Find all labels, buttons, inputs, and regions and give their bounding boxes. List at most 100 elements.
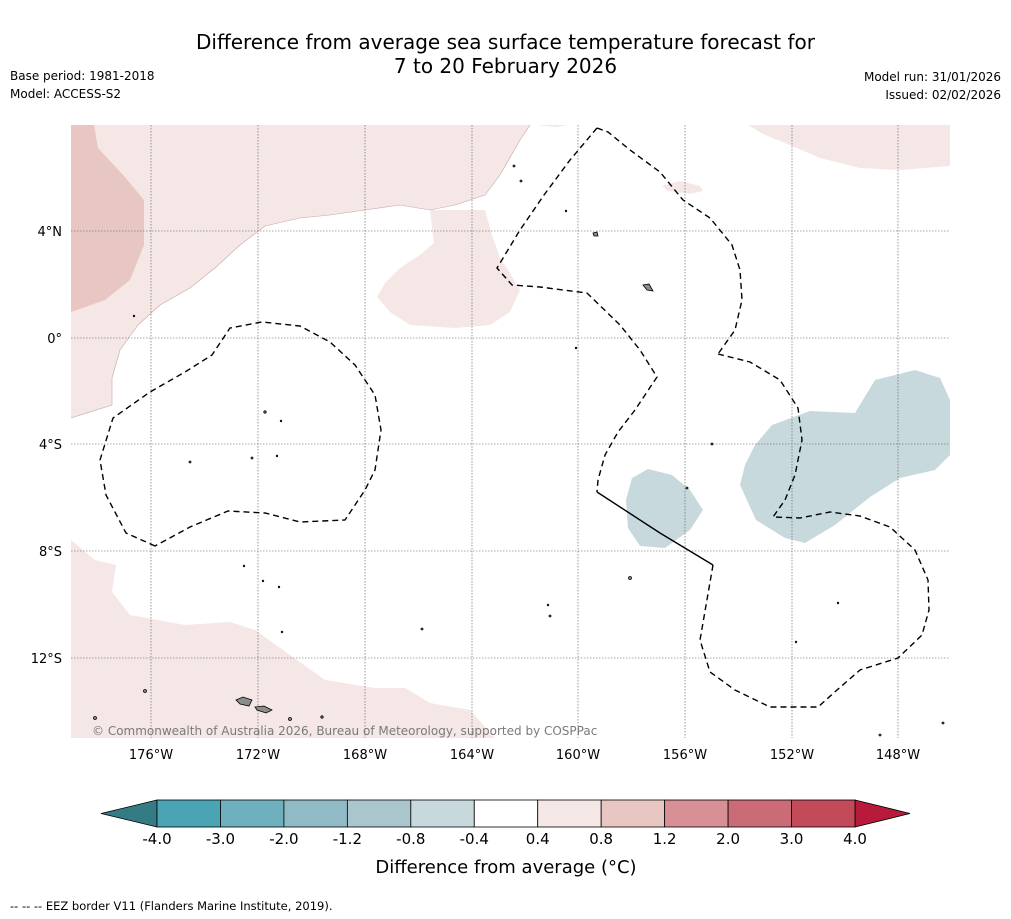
island bbox=[250, 456, 254, 460]
lon-label: 160°W bbox=[556, 748, 600, 763]
colorbar-tick-label: -1.2 bbox=[333, 830, 362, 848]
island bbox=[277, 585, 281, 589]
issued-date: Issued: 02/02/2026 bbox=[885, 88, 1001, 102]
island bbox=[512, 164, 516, 168]
eez-kiribati-line-south bbox=[699, 353, 930, 708]
longitude-labels: 176°W 172°W 168°W 164°W 160°W 156°W 152°… bbox=[129, 748, 920, 763]
colorbar-over-arrow bbox=[854, 799, 911, 828]
island bbox=[592, 231, 599, 237]
eez-kiribati-line-west bbox=[496, 127, 658, 493]
colorbar-segment bbox=[156, 799, 221, 828]
island bbox=[275, 454, 279, 458]
eez-solid-boundary bbox=[596, 491, 714, 566]
island bbox=[564, 209, 568, 213]
warm-anomaly-northwest bbox=[71, 125, 530, 418]
lon-label: 152°W bbox=[770, 748, 814, 763]
model-name: Model: ACCESS-S2 bbox=[10, 87, 122, 101]
island-savaii bbox=[235, 696, 253, 707]
colorbar-segment bbox=[283, 799, 348, 828]
island bbox=[261, 579, 265, 583]
colorbar-segment bbox=[473, 799, 539, 828]
island bbox=[546, 603, 550, 607]
island bbox=[420, 627, 424, 631]
colorbar-segment bbox=[791, 799, 856, 828]
colorbar-segment bbox=[727, 799, 792, 828]
island bbox=[263, 410, 267, 414]
island bbox=[288, 717, 292, 721]
warm-anomaly-small-patch bbox=[662, 181, 703, 194]
warm-anomaly-core bbox=[71, 125, 144, 312]
colorbar-tick-label: -3.0 bbox=[206, 830, 235, 848]
island bbox=[93, 716, 97, 720]
title-line-2: 7 to 20 February 2026 bbox=[393, 54, 618, 78]
cool-anomaly-central bbox=[626, 469, 703, 548]
island-kiritimati bbox=[642, 283, 654, 292]
colorbar-tick-label: 3.0 bbox=[780, 830, 804, 848]
island bbox=[279, 419, 283, 423]
colorbar-tick-label: 0.8 bbox=[589, 830, 613, 848]
colorbar-tick-label: 1.2 bbox=[653, 830, 677, 848]
lon-label: 168°W bbox=[343, 748, 387, 763]
island bbox=[574, 346, 578, 350]
eez-kiribati-phoenix bbox=[99, 321, 382, 547]
contour-edge bbox=[71, 125, 531, 419]
colorbar: -4.0 -3.0 -2.0 -1.2 -0.8 -0.4 0.4 0.8 1.2 2.0 3.0 4… bbox=[100, 799, 911, 848]
copyright-text: © Commonwealth of Australia 2026, Bureau… bbox=[92, 724, 597, 738]
colorbar-tick-label: -2.0 bbox=[269, 830, 298, 848]
island bbox=[941, 721, 945, 725]
colorbar-tick-label: -4.0 bbox=[142, 830, 171, 848]
island bbox=[794, 640, 798, 644]
meta-left: Base period: 1981-2018 Model: ACCESS-S2 bbox=[10, 67, 155, 103]
lat-label: 0° bbox=[47, 332, 62, 347]
colorbar-tick-label: 2.0 bbox=[716, 830, 740, 848]
colorbar-segment bbox=[410, 799, 475, 828]
colorbar-under-arrow bbox=[100, 799, 158, 828]
lon-label: 148°W bbox=[876, 748, 920, 763]
island bbox=[628, 576, 632, 580]
eez-borders bbox=[99, 127, 930, 708]
warm-anomaly-north-edge bbox=[536, 125, 568, 127]
islands bbox=[93, 164, 945, 737]
lon-label: 176°W bbox=[129, 748, 173, 763]
island bbox=[242, 564, 246, 568]
island-upolu bbox=[254, 705, 273, 714]
island bbox=[280, 630, 284, 634]
island bbox=[132, 314, 136, 318]
island bbox=[710, 442, 714, 446]
island bbox=[836, 601, 840, 605]
island bbox=[519, 179, 523, 183]
colorbar-tick-label: -0.4 bbox=[460, 830, 489, 848]
cool-anomaly-east bbox=[740, 370, 950, 543]
lon-label: 156°W bbox=[663, 748, 707, 763]
colorbar-segment bbox=[220, 799, 285, 828]
page-title: Difference from average sea surface temp… bbox=[0, 30, 1011, 78]
warm-anomaly-northeast bbox=[748, 125, 950, 170]
lat-label: 12°S bbox=[31, 652, 62, 667]
lat-label: 4°N bbox=[38, 225, 63, 240]
colorbar-segment bbox=[600, 799, 666, 828]
island bbox=[548, 614, 552, 618]
latitude-labels: 4°N 0° 4°S 8°S 12°S bbox=[31, 225, 62, 667]
island bbox=[878, 733, 882, 737]
island bbox=[685, 486, 689, 490]
island bbox=[188, 460, 192, 464]
colorbar-tick-label: -0.8 bbox=[396, 830, 425, 848]
island bbox=[320, 715, 324, 719]
map-area: © Commonwealth of Australia 2026, Bureau… bbox=[71, 125, 950, 738]
title-line-1: Difference from average sea surface temp… bbox=[195, 30, 815, 54]
eez-footnote: -- -- -- EEZ border V11 (Flanders Marine… bbox=[10, 899, 333, 913]
lat-label: 8°S bbox=[39, 545, 62, 560]
meta-right: Model run: 31/01/2026 Issued: 02/02/2026 bbox=[864, 68, 1001, 104]
eez-kiribati-line-north bbox=[596, 127, 743, 355]
colorbar-segment bbox=[537, 799, 602, 828]
graticule bbox=[71, 125, 950, 738]
warm-anomaly-central-lobe bbox=[377, 210, 520, 328]
colorbar-segment bbox=[346, 799, 412, 828]
colorbar-tick-label: 4.0 bbox=[843, 830, 867, 848]
island bbox=[143, 689, 147, 693]
lon-label: 164°W bbox=[450, 748, 494, 763]
base-period: Base period: 1981-2018 bbox=[10, 69, 155, 83]
warm-anomaly-south bbox=[71, 540, 495, 738]
lat-label: 4°S bbox=[39, 438, 62, 453]
